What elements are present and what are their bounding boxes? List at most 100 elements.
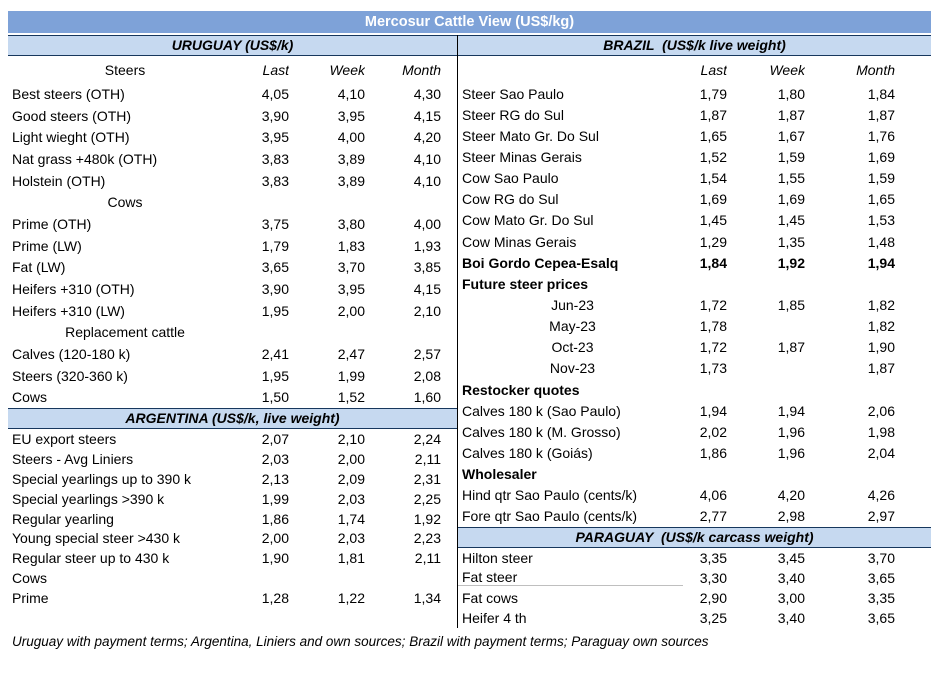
table-row: Cows (8, 568, 457, 588)
value-last: 1,87 (699, 106, 727, 123)
row-label: Steers - Avg Liniers (12, 451, 134, 468)
row-label: Steer Minas Gerais (462, 148, 582, 165)
value-week: 3,40 (777, 609, 805, 626)
row-label: Future steer prices (462, 275, 589, 292)
table-row: Heifers +310 (OTH) 3,90 3,95 4,15 (8, 278, 457, 300)
value-last: 1,54 (699, 170, 727, 187)
column-header-last: Last (700, 61, 727, 78)
value-last: 1,29 (699, 233, 727, 250)
row-label: Oct-23 (551, 339, 594, 356)
table-row: May-23 1,78 1,82 (458, 316, 931, 337)
row-label: Hilton steer (462, 549, 533, 566)
table-row: Calves (120-180 k) 2,41 2,47 2,57 (8, 343, 457, 365)
row-label: Best steers (OTH) (12, 85, 125, 102)
value-month: 2,97 (867, 508, 895, 525)
row-label: Calves 180 k (Sao Paulo) (462, 402, 621, 419)
value-week: 2,47 (337, 346, 365, 363)
table-row: Calves 180 k (Goiás) 1,86 1,96 2,04 (458, 442, 931, 463)
value-last: 3,65 (261, 259, 289, 276)
uruguay-rows: Best steers (OTH) 4,05 4,10 4,30 Good st… (8, 83, 457, 408)
value-last: 1,78 (699, 318, 727, 335)
row-label: EU export steers (12, 431, 117, 448)
value-week: 1,59 (777, 148, 805, 165)
value-last: 1,86 (699, 444, 727, 461)
table-row: Future steer prices (458, 273, 931, 294)
value-month: 1,93 (413, 237, 441, 254)
row-label: Good steers (OTH) (12, 107, 132, 124)
row-label: Young special steer >430 k (12, 530, 180, 547)
row-label: Calves 180 k (Goiás) (462, 444, 593, 461)
value-last: 3,83 (261, 172, 289, 189)
value-last: 3,35 (699, 549, 727, 566)
value-month: 3,85 (413, 259, 441, 276)
table-row: Steers - Avg Liniers 2,03 2,00 2,11 (8, 449, 457, 469)
column-header-month: Month (856, 61, 895, 78)
row-label: Heifer 4 th (462, 609, 527, 626)
value-month: 1,87 (867, 106, 895, 123)
table-row: Good steers (OTH) 3,90 3,95 4,15 (8, 105, 457, 127)
value-last: 1,90 (261, 550, 289, 567)
value-month: 2,04 (867, 444, 895, 461)
value-last: 1,65 (699, 127, 727, 144)
row-label: Calves 180 k (M. Grosso) (462, 423, 621, 440)
row-label: Calves (120-180 k) (12, 346, 131, 363)
row-label: Heifers +310 (OTH) (12, 281, 135, 298)
table-row: Oct-23 1,72 1,87 1,90 (458, 337, 931, 358)
value-last: 2,07 (261, 431, 289, 448)
row-label: Restocker quotes (462, 381, 580, 398)
value-month: 2,25 (413, 490, 441, 507)
value-last: 1,52 (699, 148, 727, 165)
value-week: 1,74 (337, 510, 365, 527)
row-label: Cow RG do Sul (462, 191, 559, 208)
row-label: Special yearlings up to 390 k (12, 470, 191, 487)
value-week: 1,55 (777, 170, 805, 187)
value-month: 3,35 (867, 589, 895, 606)
table-row: Heifer 4 th 3,25 3,40 3,65 (458, 608, 931, 628)
table-row: Calves 180 k (Sao Paulo) 1,94 1,94 2,06 (458, 400, 931, 421)
table-row: Prime (OTH) 3,75 3,80 4,00 (8, 213, 457, 235)
table-row: Best steers (OTH) 4,05 4,10 4,30 (8, 83, 457, 105)
brazil-rows: Steer Sao Paulo 1,79 1,80 1,84 Steer RG … (458, 83, 931, 527)
table-row: Prime 1,28 1,22 1,34 (8, 588, 457, 608)
value-last: 2,77 (699, 508, 727, 525)
value-week: 3,45 (777, 549, 805, 566)
row-label: Special yearlings >390 k (12, 490, 165, 507)
table-row: EU export steers 2,07 2,10 2,24 (8, 429, 457, 449)
value-last: 1,73 (699, 360, 727, 377)
value-week: 2,03 (337, 490, 365, 507)
value-month: 2,06 (867, 402, 895, 419)
row-label: Nov-23 (549, 360, 596, 377)
value-week: 1,87 (777, 106, 805, 123)
table-row: Young special steer >430 k 2,00 2,03 2,2… (8, 529, 457, 549)
row-label: Wholesaler (462, 466, 537, 483)
value-month: 1,94 (867, 254, 895, 271)
value-last: 3,95 (261, 129, 289, 146)
table-row: Restocker quotes (458, 379, 931, 400)
column-header-week: Week (769, 61, 805, 78)
value-month: 1,76 (867, 127, 895, 144)
row-label: Cow Sao Paulo (462, 170, 559, 187)
section-header-paraguay: PARAGUAY (US$/k carcass weight) (458, 526, 931, 548)
value-month: 4,10 (413, 172, 441, 189)
value-month: 1,59 (867, 170, 895, 187)
section-header-brazil: BRAZIL (US$/k live weight) (458, 35, 931, 56)
table-row: Cow Mato Gr. Do Sul 1,45 1,45 1,53 (458, 210, 931, 231)
table-row: Steer Sao Paulo 1,79 1,80 1,84 (458, 83, 931, 104)
value-month: 1,82 (867, 318, 895, 335)
row-label: Jun-23 (551, 296, 594, 313)
value-week: 3,00 (777, 589, 805, 606)
row-label: Cows (12, 570, 48, 587)
value-last: 3,75 (261, 215, 289, 232)
value-month: 3,70 (867, 549, 895, 566)
value-last: 3,25 (699, 609, 727, 626)
row-label: Fat cows (462, 589, 519, 606)
row-label: Steers (320-360 k) (12, 367, 128, 384)
row-label: Steer RG do Sul (462, 106, 564, 123)
value-month: 1,92 (413, 510, 441, 527)
value-last: 2,41 (261, 346, 289, 363)
table-row: Fore qtr Sao Paulo (cents/k) 2,77 2,98 2… (458, 506, 931, 527)
value-week: 1,94 (777, 402, 805, 419)
value-last: 1,79 (261, 237, 289, 254)
value-month: 4,10 (413, 150, 441, 167)
value-week: 3,70 (337, 259, 365, 276)
